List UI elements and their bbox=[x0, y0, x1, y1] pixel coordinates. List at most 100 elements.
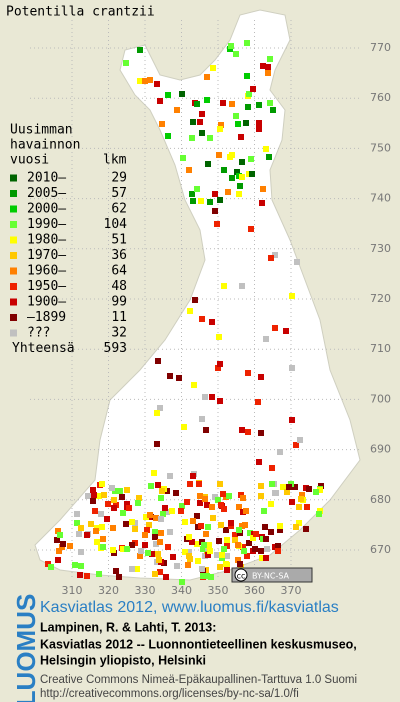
record-square bbox=[235, 542, 241, 548]
record-square bbox=[221, 546, 227, 552]
legend-label: 2000– bbox=[27, 202, 66, 217]
x-label: 330 bbox=[135, 584, 156, 597]
record-square bbox=[236, 191, 242, 197]
record-square bbox=[212, 191, 218, 197]
y-label: 690 bbox=[370, 443, 391, 456]
record-square bbox=[246, 540, 252, 546]
x-label: 360 bbox=[244, 584, 265, 597]
record-square bbox=[210, 515, 216, 521]
record-square bbox=[237, 561, 243, 567]
record-square bbox=[293, 442, 299, 448]
record-square bbox=[194, 186, 200, 192]
record-square bbox=[184, 499, 190, 505]
record-square bbox=[200, 546, 206, 552]
record-square bbox=[137, 553, 143, 559]
record-square bbox=[113, 568, 119, 574]
record-square bbox=[199, 416, 205, 422]
record-square bbox=[117, 488, 123, 494]
record-square bbox=[262, 524, 268, 530]
record-square bbox=[243, 508, 249, 514]
record-square bbox=[198, 523, 204, 529]
record-square bbox=[223, 561, 229, 567]
record-square bbox=[186, 549, 192, 555]
record-square bbox=[205, 552, 211, 558]
y-label: 710 bbox=[370, 342, 391, 355]
record-square bbox=[258, 483, 264, 489]
record-square bbox=[219, 552, 225, 558]
record-square bbox=[160, 511, 166, 517]
record-square bbox=[283, 328, 289, 334]
record-square bbox=[93, 528, 99, 534]
legend-count: 51 bbox=[111, 233, 127, 248]
record-square bbox=[178, 508, 184, 514]
record-square bbox=[235, 121, 241, 127]
map-title: Potentilla crantzii bbox=[6, 5, 155, 20]
record-square bbox=[304, 504, 310, 510]
record-square bbox=[170, 554, 176, 560]
record-square bbox=[72, 562, 78, 568]
record-square bbox=[284, 489, 290, 495]
record-square bbox=[129, 542, 135, 548]
record-square bbox=[236, 527, 242, 533]
record-square bbox=[293, 524, 299, 530]
record-square bbox=[162, 505, 168, 511]
record-square bbox=[85, 493, 91, 499]
record-square bbox=[245, 104, 251, 110]
record-square bbox=[261, 508, 267, 514]
record-square bbox=[180, 155, 186, 161]
record-square bbox=[111, 505, 117, 511]
record-square bbox=[54, 537, 60, 543]
record-square bbox=[206, 543, 212, 549]
record-square bbox=[197, 493, 203, 499]
record-square bbox=[232, 537, 238, 543]
record-square bbox=[137, 47, 143, 53]
record-square bbox=[224, 537, 230, 543]
record-square bbox=[189, 539, 195, 545]
record-square bbox=[181, 424, 187, 430]
record-square bbox=[137, 78, 143, 84]
record-square bbox=[182, 549, 188, 555]
record-square bbox=[120, 546, 126, 552]
record-square bbox=[158, 495, 164, 501]
record-square bbox=[241, 548, 247, 554]
record-square bbox=[105, 501, 111, 507]
record-square bbox=[214, 221, 220, 227]
legend-swatch bbox=[10, 283, 17, 290]
record-square bbox=[110, 547, 116, 553]
record-square bbox=[272, 252, 278, 258]
record-square bbox=[263, 336, 269, 342]
badge-license: BY-NC-SA bbox=[252, 572, 290, 581]
y-label: 730 bbox=[370, 242, 391, 255]
legend-count: 36 bbox=[111, 248, 127, 263]
record-square bbox=[142, 532, 148, 538]
record-square bbox=[99, 524, 105, 530]
cc-badge: cc BY-NC-SA bbox=[231, 567, 313, 583]
legend-swatch bbox=[10, 298, 17, 306]
record-square bbox=[259, 200, 265, 206]
record-square bbox=[190, 119, 196, 125]
legend-count: 32 bbox=[111, 326, 127, 341]
record-square bbox=[203, 531, 209, 537]
legend-count: 99 bbox=[111, 295, 127, 310]
record-square bbox=[99, 481, 105, 487]
record-square bbox=[78, 549, 84, 555]
record-square bbox=[216, 538, 222, 544]
y-label: 680 bbox=[370, 493, 391, 506]
record-square bbox=[185, 562, 191, 568]
record-square bbox=[296, 504, 302, 510]
record-square bbox=[248, 156, 254, 162]
record-square bbox=[55, 528, 61, 534]
record-square bbox=[90, 487, 96, 493]
record-square bbox=[221, 283, 227, 289]
record-square bbox=[263, 146, 269, 152]
record-square bbox=[189, 135, 195, 141]
record-square bbox=[277, 449, 283, 455]
record-square bbox=[197, 500, 203, 506]
record-square bbox=[152, 571, 158, 577]
record-square bbox=[173, 490, 179, 496]
record-square bbox=[237, 183, 243, 189]
record-square bbox=[76, 531, 82, 537]
record-square bbox=[194, 101, 200, 107]
record-square bbox=[96, 571, 102, 577]
